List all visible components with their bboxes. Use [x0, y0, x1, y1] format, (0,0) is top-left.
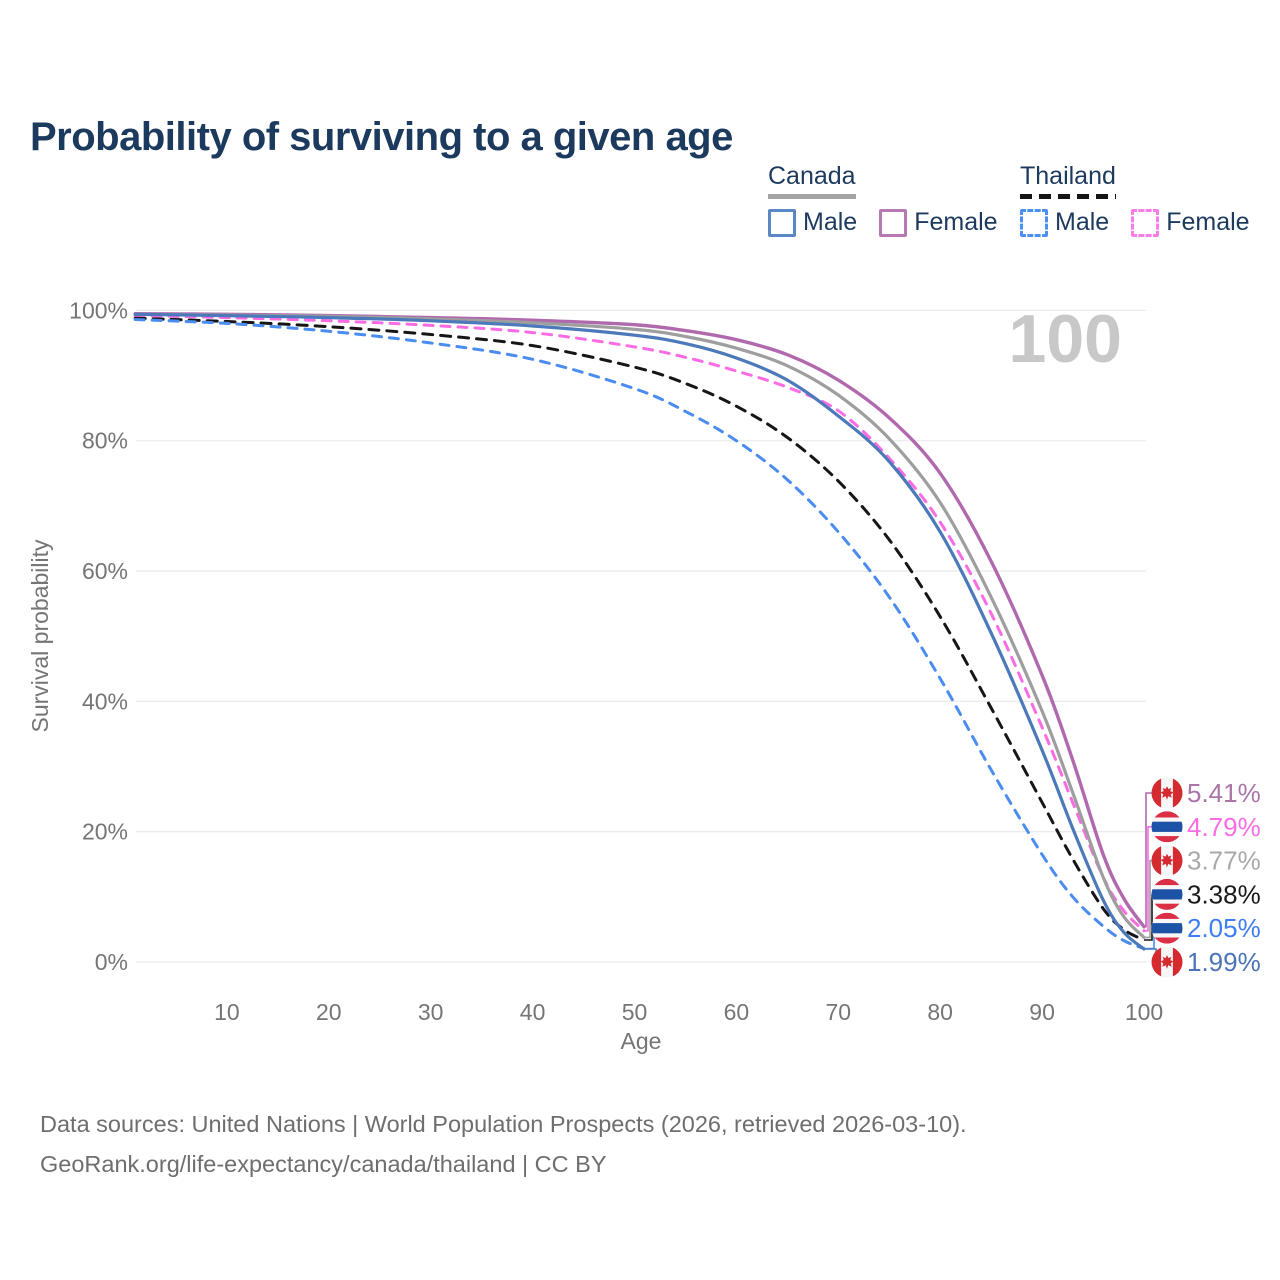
y-tick-label: 40%: [82, 688, 128, 714]
legend-heading-canada[interactable]: Canada: [768, 162, 856, 190]
legend-underline-thailand: [1020, 194, 1116, 199]
legend-item-canada-female[interactable]: Female: [879, 208, 998, 237]
flag-red-stripe: [1151, 937, 1183, 944]
legend-item-label[interactable]: Male: [803, 208, 858, 236]
end-label-thailand-male: 2.05%: [1187, 913, 1261, 943]
flag-red-band: [1151, 845, 1162, 877]
legend-items-thailand: Male Female: [1020, 208, 1250, 237]
leader-line-canada-all: [1144, 859, 1152, 939]
legend-item-label[interactable]: Female: [914, 208, 998, 236]
curve-thailand-female[interactable]: [133, 314, 1146, 933]
legend-item-label[interactable]: Female: [1166, 208, 1250, 236]
x-tick-label: 90: [1029, 999, 1055, 1025]
maple-leaf-icon: [1160, 955, 1174, 969]
legend-group-canada: Canada Male Female: [768, 162, 998, 237]
y-tick-label: 100%: [69, 297, 128, 323]
legend-heading-wrap-canada: Canada: [768, 162, 856, 199]
x-tick-label: 50: [622, 999, 648, 1025]
flag-red-band: [1151, 777, 1162, 809]
legend-heading-thailand[interactable]: Thailand: [1020, 162, 1116, 190]
flag-red-stripe: [1151, 811, 1183, 818]
flag-icon-thailand: [1151, 912, 1183, 944]
flag-red-stripe: [1151, 903, 1183, 910]
x-axis-title: Age: [621, 1028, 662, 1054]
x-tick-label: 10: [214, 999, 240, 1025]
flag-red-stripe: [1151, 878, 1183, 886]
x-tick-label: 20: [316, 999, 342, 1025]
curve-thailand-all[interactable]: [133, 316, 1146, 942]
legend-swatch-icon[interactable]: [879, 208, 908, 237]
hover-age-watermark: 100: [1009, 301, 1122, 377]
flag-icon-canada: [1151, 946, 1183, 978]
end-label-canada-male: 1.99%: [1187, 947, 1261, 977]
curve-canada-all[interactable]: [133, 312, 1146, 939]
page-title: Probability of surviving to a given age: [30, 114, 733, 159]
flag-red-stripe: [1151, 836, 1183, 843]
flag-red-stripe: [1151, 912, 1183, 919]
end-label-canada-female: 5.41%: [1187, 778, 1261, 808]
y-tick-label: 0%: [95, 949, 128, 975]
footer-url-line: GeoRank.org/life-expectancy/canada/thail…: [40, 1151, 607, 1177]
legend-swatch-icon[interactable]: [768, 208, 796, 237]
flag-icon-thailand: [1151, 811, 1183, 843]
y-tick-label: 80%: [82, 428, 128, 454]
flag-blue-stripe: [1151, 923, 1183, 934]
x-tick-label: 70: [826, 999, 852, 1025]
x-tick-label: 30: [418, 999, 444, 1025]
end-label-thailand-all: 3.38%: [1187, 879, 1261, 909]
curve-canada-male[interactable]: [133, 312, 1146, 951]
legend-items-canada: Male Female: [768, 208, 998, 237]
flag-icon-canada: [1151, 777, 1183, 809]
flag-icon-thailand: [1151, 878, 1183, 910]
legend-heading-wrap-thailand: Thailand: [1020, 162, 1116, 199]
end-label-canada-all: 3.77%: [1187, 846, 1261, 876]
y-tick-label: 60%: [82, 558, 128, 584]
x-tick-label: 80: [927, 999, 953, 1025]
footer: Data sources: United Nations | World Pop…: [40, 1104, 967, 1184]
footer-source-line: Data sources: United Nations | World Pop…: [40, 1111, 967, 1137]
end-label-thailand-female: 4.79%: [1187, 812, 1261, 842]
flag-red-band: [1172, 845, 1183, 877]
maple-leaf-icon: [1160, 786, 1174, 800]
curve-thailand-male[interactable]: [133, 318, 1146, 951]
x-tick-label: 100: [1125, 999, 1163, 1025]
y-axis-title: Survival probability: [27, 539, 53, 733]
legend-item-thailand-female[interactable]: Female: [1131, 208, 1250, 237]
x-tick-label: 40: [520, 999, 546, 1025]
leader-line-canada-female: [1144, 792, 1152, 928]
maple-leaf-icon: [1160, 853, 1174, 868]
curve-canada-female[interactable]: [133, 312, 1146, 929]
flag-blue-stripe: [1151, 821, 1183, 832]
leader-line-thailand-all: [1144, 894, 1153, 941]
legend-underline-canada: [768, 194, 856, 199]
leader-line-thailand-female: [1144, 826, 1152, 932]
flag-red-band: [1172, 777, 1183, 809]
legend-group-thailand: Thailand Male Female: [1020, 162, 1250, 237]
x-tick-label: 60: [724, 999, 750, 1025]
legend-item-thailand-male[interactable]: Male: [1020, 208, 1109, 237]
legend-swatch-icon[interactable]: [1131, 208, 1160, 237]
legend-item-canada-male[interactable]: Male: [768, 208, 857, 237]
y-tick-label: 20%: [82, 819, 128, 845]
legend-item-label[interactable]: Male: [1055, 208, 1110, 236]
legend-swatch-icon[interactable]: [1020, 208, 1048, 237]
flag-blue-stripe: [1151, 889, 1183, 900]
flag-icon-canada: [1151, 845, 1183, 877]
flag-red-band: [1151, 946, 1162, 978]
flag-red-band: [1172, 946, 1183, 978]
